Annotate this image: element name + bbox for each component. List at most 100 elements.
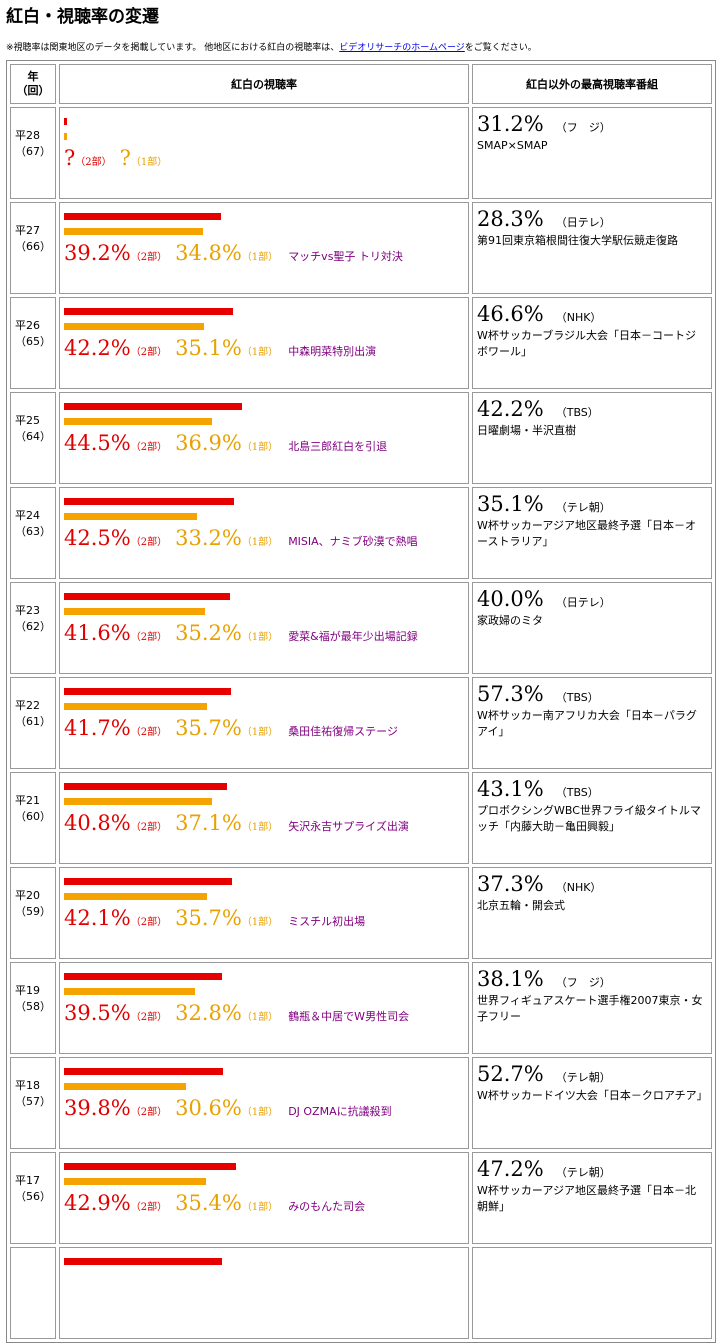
- top-program-name: 家政婦のミタ: [477, 614, 543, 627]
- top-program-cell: 38.1% （フ ジ） 世界フィギュアスケート選手権2007東京・女子フリー: [472, 962, 712, 1054]
- rating-values: 42.9%（2部） 35.4%（1部） みのもんた司会: [64, 1191, 365, 1215]
- top-program-name: W杯サッカーアジア地区最終予選「日本－オーストラリア」: [477, 519, 696, 548]
- year-cell: 平25 （64）: [10, 392, 56, 484]
- table-row: 平19 （58） 39.5%（2部） 32.8%（1部） 鶴瓶＆中居でW男性司会 3…: [10, 962, 712, 1054]
- part2-bar: [64, 593, 231, 600]
- part1-bar: [64, 1178, 206, 1185]
- year-cell: 平20 （59）: [10, 867, 56, 959]
- kohaku-rating-cell: ?（2部） ?（1部）: [59, 107, 469, 199]
- year-label: 平17: [15, 1174, 40, 1187]
- part1-bar: [64, 798, 213, 805]
- table-row: 平23 （62） 41.6%（2部） 35.2%（1部） 愛菜&福が最年少出場記録 …: [10, 582, 712, 674]
- year-label: 平23: [15, 604, 40, 617]
- part2-bar: [64, 1068, 224, 1075]
- top-rating: 38.1%: [477, 967, 544, 991]
- year-cell: 平21 （60）: [10, 772, 56, 864]
- top-rating: 28.3%: [477, 207, 544, 231]
- part2-rating: 39.2%: [64, 241, 131, 265]
- kohaku-rating-cell: 41.7%（2部） 35.7%（1部） 桑田佳祐復帰ステージ: [59, 677, 469, 769]
- rating-values: 39.5%（2部） 32.8%（1部） 鶴瓶＆中居でW男性司会: [64, 1001, 409, 1025]
- kohaku-rating-cell: [59, 1247, 469, 1339]
- top-program-cell: 31.2% （フ ジ） SMAP×SMAP: [472, 107, 712, 199]
- year-label: 平27: [15, 224, 40, 237]
- year-label: 平26: [15, 319, 40, 332]
- part2-label: （2部）: [130, 1202, 168, 1213]
- table-row: 平22 （61） 41.7%（2部） 35.7%（1部） 桑田佳祐復帰ステージ 57…: [10, 677, 712, 769]
- top-rating: 43.1%: [477, 777, 544, 801]
- top-network: （NHK）: [555, 881, 602, 894]
- part1-bar: [64, 893, 207, 900]
- part1-bar: [64, 133, 67, 140]
- kohaku-header: 紅白の視聴率: [59, 64, 469, 104]
- part1-rating: 35.7%: [175, 906, 242, 930]
- event-note: 愛菜&福が最年少出場記録: [288, 630, 418, 643]
- top-network: （TBS）: [555, 691, 599, 704]
- year-cell: 平24 （63）: [10, 487, 56, 579]
- event-note: マッチvs聖子 トリ対決: [288, 250, 403, 263]
- year-header: 年 （回）: [10, 64, 56, 104]
- part2-rating: 44.5%: [64, 431, 131, 455]
- top-program-name: SMAP×SMAP: [477, 139, 548, 152]
- event-note: みのもんた司会: [288, 1200, 366, 1213]
- part1-rating: 36.9%: [175, 431, 242, 455]
- part1-label: （1部）: [241, 727, 279, 738]
- note-after: をご覧ください。: [464, 43, 537, 53]
- ratings-table: 年 （回） 紅白の視聴率 紅白以外の最高視聴率番組 平28 （67） ?（2部）…: [6, 60, 716, 1343]
- part2-label: （2部）: [130, 822, 168, 833]
- year-cell: 平23 （62）: [10, 582, 56, 674]
- table-row: 平27 （66） 39.2%（2部） 34.8%（1部） マッチvs聖子 トリ対決 …: [10, 202, 712, 294]
- table-row: 平26 （65） 42.2%（2部） 35.1%（1部） 中森明菜特別出演 46.6…: [10, 297, 712, 389]
- part2-label: （2部）: [75, 157, 112, 168]
- part2-label: （2部）: [130, 537, 168, 548]
- video-research-link[interactable]: ビデオリサーチのホームページ: [339, 43, 465, 53]
- event-note: 中森明菜特別出演: [288, 345, 377, 358]
- top-network: （テレ朝）: [555, 1071, 611, 1084]
- table-row: 平25 （64） 44.5%（2部） 36.9%（1部） 北島三郎紅白を引退 42.…: [10, 392, 712, 484]
- top-program-cell: [472, 1247, 712, 1339]
- top-program-cell: 57.3% （TBS） W杯サッカー南アフリカ大会「日本－パラグアイ」: [472, 677, 712, 769]
- part1-label: （1部）: [241, 822, 279, 833]
- part2-rating: 42.5%: [64, 526, 131, 550]
- top-program-cell: 52.7% （テレ朝） W杯サッカードイツ大会「日本－クロアチア」: [472, 1057, 712, 1149]
- table-row: [10, 1247, 712, 1339]
- year-cell: 平17 （56）: [10, 1152, 56, 1244]
- part1-bar: [64, 1083, 187, 1090]
- part1-bar: [64, 228, 204, 235]
- edition-number: （57）: [15, 1095, 51, 1108]
- top-program-cell: 43.1% （TBS） プロボクシングWBC世界フライ級タイトルマッチ「内藤大助－…: [472, 772, 712, 864]
- year-header-label: 年: [27, 70, 39, 83]
- top-program-cell: 47.2% （テレ朝） W杯サッカーアジア地区最終予選「日本－北朝鮮」: [472, 1152, 712, 1244]
- part2-rating: 41.7%: [64, 716, 131, 740]
- top-rating: 42.2%: [477, 397, 544, 421]
- edition-number: （61）: [15, 715, 51, 728]
- part1-rating: 37.1%: [175, 811, 242, 835]
- top-program-name: プロボクシングWBC世界フライ級タイトルマッチ「内藤大助－亀田興毅」: [477, 804, 701, 833]
- rating-values: 39.2%（2部） 34.8%（1部） マッチvs聖子 トリ対決: [64, 241, 403, 265]
- event-note: MISIA、ナミブ砂漠で熱唱: [288, 535, 418, 548]
- top-program-name: 世界フィギュアスケート選手権2007東京・女子フリー: [477, 994, 703, 1023]
- rating-values: 42.2%（2部） 35.1%（1部） 中森明菜特別出演: [64, 336, 376, 360]
- part1-rating: 32.8%: [175, 1001, 242, 1025]
- year-cell: 平22 （61）: [10, 677, 56, 769]
- part2-label: （2部）: [130, 632, 168, 643]
- part2-label: （2部）: [130, 727, 168, 738]
- part1-rating: 35.1%: [175, 336, 242, 360]
- part1-bar: [64, 323, 205, 330]
- event-note: 鶴瓶＆中居でW男性司会: [288, 1010, 410, 1023]
- rating-values: 42.5%（2部） 33.2%（1部） MISIA、ナミブ砂漠で熱唱: [64, 526, 418, 550]
- edition-number: （60）: [15, 810, 51, 823]
- edition-number: （67）: [15, 145, 51, 158]
- part1-bar: [64, 608, 205, 615]
- edition-number: （59）: [15, 905, 51, 918]
- event-note: ミスチル初出場: [288, 915, 366, 928]
- part1-bar: [64, 988, 196, 995]
- part1-bar: [64, 513, 197, 520]
- part2-rating: 42.2%: [64, 336, 131, 360]
- rating-values: ?（2部） ?（1部）: [64, 146, 177, 170]
- part1-rating: 30.6%: [175, 1096, 242, 1120]
- part2-bar: [64, 783, 228, 790]
- kohaku-rating-cell: 39.5%（2部） 32.8%（1部） 鶴瓶＆中居でW男性司会: [59, 962, 469, 1054]
- part2-rating: 41.6%: [64, 621, 131, 645]
- table-row: 平21 （60） 40.8%（2部） 37.1%（1部） 矢沢永吉サプライズ出演 4…: [10, 772, 712, 864]
- part1-rating: 35.7%: [175, 716, 242, 740]
